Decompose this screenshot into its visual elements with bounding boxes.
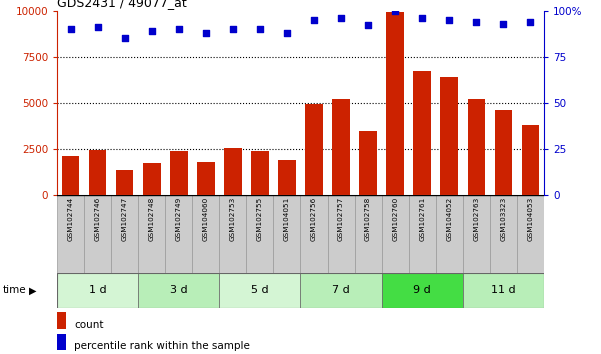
- Bar: [89, 150, 106, 195]
- Text: GSM102744: GSM102744: [68, 197, 73, 241]
- FancyBboxPatch shape: [382, 195, 409, 273]
- Point: [201, 30, 210, 35]
- Text: 7 d: 7 d: [332, 285, 350, 295]
- Bar: [57, 312, 66, 329]
- Point: [336, 15, 346, 21]
- Bar: [62, 156, 79, 195]
- Point: [120, 35, 129, 41]
- Bar: [522, 125, 539, 195]
- Point: [147, 28, 156, 34]
- Point: [174, 26, 183, 32]
- Text: GSM102760: GSM102760: [392, 197, 398, 241]
- Text: 5 d: 5 d: [251, 285, 269, 295]
- FancyBboxPatch shape: [517, 195, 544, 273]
- FancyBboxPatch shape: [355, 195, 382, 273]
- FancyBboxPatch shape: [165, 195, 192, 273]
- Bar: [170, 152, 188, 195]
- Point: [255, 26, 264, 32]
- Text: GDS2431 / 49077_at: GDS2431 / 49077_at: [57, 0, 187, 10]
- Bar: [57, 273, 138, 308]
- Point: [363, 23, 373, 28]
- Text: time: time: [3, 285, 26, 295]
- Text: GSM102753: GSM102753: [230, 197, 236, 241]
- Bar: [382, 273, 463, 308]
- Text: GSM102749: GSM102749: [176, 197, 182, 241]
- Bar: [197, 162, 215, 195]
- Text: 9 d: 9 d: [413, 285, 431, 295]
- FancyBboxPatch shape: [192, 195, 219, 273]
- Text: 11 d: 11 d: [491, 285, 516, 295]
- Point: [417, 15, 427, 21]
- Text: GSM102758: GSM102758: [365, 197, 371, 241]
- Text: percentile rank within the sample: percentile rank within the sample: [74, 341, 250, 351]
- FancyBboxPatch shape: [111, 195, 138, 273]
- Text: GSM104051: GSM104051: [284, 197, 290, 241]
- Text: 1 d: 1 d: [89, 285, 106, 295]
- Text: GSM102761: GSM102761: [419, 197, 425, 241]
- Point: [471, 19, 481, 24]
- Text: GSM102746: GSM102746: [95, 197, 100, 241]
- FancyBboxPatch shape: [436, 195, 463, 273]
- Text: GSM102757: GSM102757: [338, 197, 344, 241]
- Bar: [359, 131, 377, 195]
- Bar: [224, 148, 242, 195]
- Bar: [441, 77, 458, 195]
- Bar: [332, 99, 350, 195]
- Bar: [463, 273, 544, 308]
- Text: GSM102748: GSM102748: [149, 197, 154, 241]
- Bar: [138, 273, 219, 308]
- Text: GSM104053: GSM104053: [528, 197, 533, 241]
- Bar: [116, 170, 133, 195]
- FancyBboxPatch shape: [463, 195, 490, 273]
- Bar: [305, 104, 323, 195]
- Bar: [278, 160, 296, 195]
- FancyBboxPatch shape: [219, 195, 246, 273]
- Point: [66, 26, 76, 32]
- Point: [498, 21, 508, 26]
- Point: [444, 17, 454, 23]
- Bar: [251, 150, 269, 195]
- FancyBboxPatch shape: [490, 195, 517, 273]
- Bar: [468, 99, 485, 195]
- Point: [525, 19, 535, 24]
- Point: [228, 26, 238, 32]
- FancyBboxPatch shape: [409, 195, 436, 273]
- Bar: [219, 273, 300, 308]
- Point: [93, 24, 102, 30]
- Text: ▶: ▶: [29, 285, 36, 295]
- Text: GSM103323: GSM103323: [501, 197, 506, 241]
- FancyBboxPatch shape: [246, 195, 273, 273]
- Text: GSM104060: GSM104060: [203, 197, 209, 241]
- Bar: [300, 273, 382, 308]
- FancyBboxPatch shape: [84, 195, 111, 273]
- Text: GSM102755: GSM102755: [257, 197, 263, 241]
- Bar: [386, 12, 404, 195]
- FancyBboxPatch shape: [273, 195, 300, 273]
- Bar: [413, 72, 431, 195]
- Point: [309, 17, 319, 23]
- Bar: [143, 164, 160, 195]
- Text: GSM104052: GSM104052: [447, 197, 452, 241]
- FancyBboxPatch shape: [328, 195, 355, 273]
- Point: [282, 30, 291, 35]
- Text: GSM102747: GSM102747: [122, 197, 127, 241]
- Bar: [495, 110, 512, 195]
- FancyBboxPatch shape: [57, 195, 84, 273]
- FancyBboxPatch shape: [300, 195, 328, 273]
- Bar: [57, 334, 66, 350]
- Point: [391, 8, 400, 13]
- FancyBboxPatch shape: [138, 195, 165, 273]
- Text: 3 d: 3 d: [170, 285, 188, 295]
- Text: GSM102763: GSM102763: [474, 197, 479, 241]
- Text: GSM102756: GSM102756: [311, 197, 317, 241]
- Text: count: count: [74, 320, 103, 330]
